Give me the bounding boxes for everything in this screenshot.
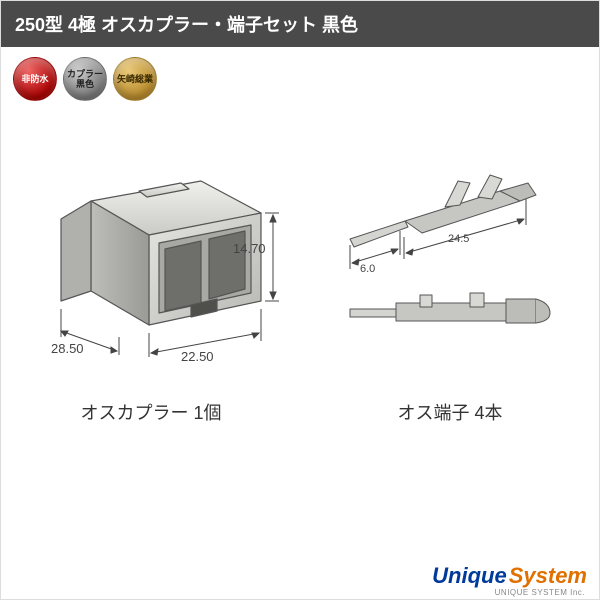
dim-height: 14.70 [233, 241, 266, 256]
badge-label: カプラー 黒色 [67, 69, 103, 90]
badge-color: カプラー 黒色 [63, 57, 107, 101]
dim-width: 22.50 [181, 349, 214, 364]
terminal-item: 6.0 24.5 オス端子 4本 [321, 141, 579, 425]
badge-waterproof: 非防水 [13, 57, 57, 101]
content-row: 28.50 22.50 14.70 オスカプラー 1個 [1, 111, 599, 435]
brand-logo: Unique System [432, 563, 587, 589]
logo-left: Unique [432, 563, 507, 589]
title-bar: 250型 4極 オスカプラー・端子セット 黒色 [1, 1, 599, 47]
terminal-diagram: 6.0 24.5 [340, 141, 560, 381]
badge-label: 非防水 [21, 74, 48, 84]
page-title: 250型 4極 オスカプラー・端子セット 黒色 [15, 15, 358, 35]
dim-tab: 6.0 [360, 263, 375, 275]
badge-label: 矢崎総業 [117, 74, 153, 84]
logo-right: System [509, 563, 587, 589]
coupler-caption: オスカプラー 1個 [80, 399, 221, 425]
badge-maker: 矢崎総業 [113, 57, 157, 101]
badge-row: 非防水 カプラー 黒色 矢崎総業 [1, 47, 599, 111]
dim-depth: 28.50 [51, 341, 84, 356]
coupler-diagram: 28.50 22.50 14.70 [21, 141, 281, 381]
terminal-caption: オス端子 4本 [397, 399, 502, 425]
terminal-svg [340, 141, 560, 381]
coupler-item: 28.50 22.50 14.70 オスカプラー 1個 [21, 141, 281, 425]
logo-sub: UNIQUE SYSTEM Inc. [495, 588, 585, 597]
dim-body: 24.5 [448, 233, 469, 245]
